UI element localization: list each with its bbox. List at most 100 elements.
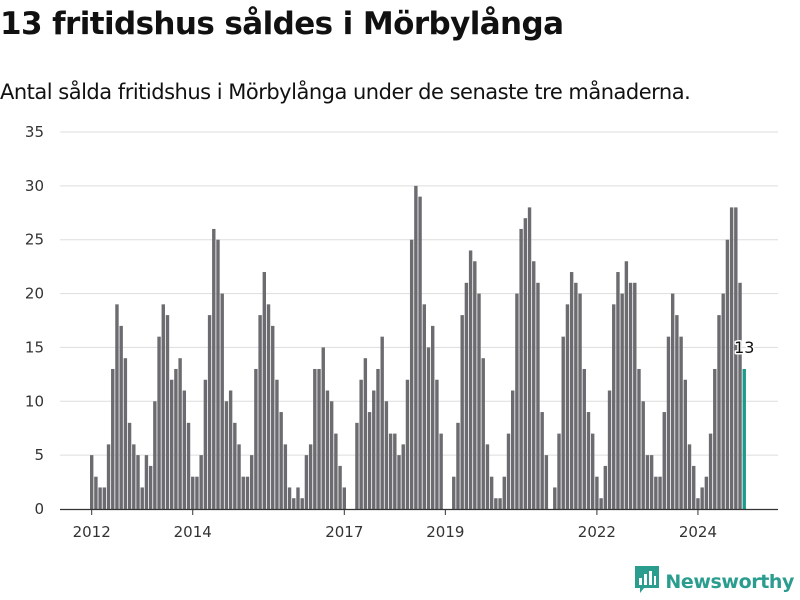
bar [683, 379, 688, 509]
bar [292, 498, 296, 509]
bar [216, 239, 220, 509]
bar [308, 444, 313, 509]
bar [153, 401, 157, 509]
bar [569, 272, 574, 509]
bar [115, 304, 119, 509]
bar [304, 455, 309, 509]
bar [228, 390, 233, 509]
x-tick-label: 2019 [426, 523, 464, 541]
bar [431, 325, 435, 509]
bar [713, 368, 717, 509]
bar [376, 368, 380, 509]
bar [418, 196, 422, 509]
bar [603, 465, 608, 509]
bar [334, 433, 338, 509]
bar [460, 315, 464, 509]
bar [157, 336, 161, 509]
x-tick-label: 2012 [73, 523, 111, 541]
bar [405, 379, 410, 509]
bar [422, 304, 426, 509]
bar [578, 293, 582, 509]
bar [456, 422, 460, 509]
bars [90, 185, 746, 509]
x-axis-ticks: 2012 2014 2017 2019 2022 2024 [73, 509, 717, 541]
bar [553, 487, 557, 509]
y-tick-label: 25 [25, 231, 44, 249]
bar [595, 476, 599, 509]
bar [502, 476, 506, 509]
bar [426, 347, 431, 509]
bar [254, 368, 258, 509]
bar [498, 498, 502, 509]
bar [561, 336, 565, 509]
bar [161, 304, 165, 509]
bar [258, 315, 262, 509]
bar [165, 315, 170, 509]
bar [515, 293, 519, 509]
bar [380, 336, 384, 509]
bar [233, 422, 237, 509]
y-tick-label: 35 [25, 123, 44, 141]
bar [607, 390, 612, 509]
bar [612, 304, 616, 509]
bar [700, 487, 704, 509]
bar [296, 487, 300, 509]
bar [590, 433, 595, 509]
bar [662, 412, 666, 509]
chart-title: 13 fritidshus såldes i Mörbylånga [0, 6, 564, 42]
bar [220, 293, 224, 509]
bar [540, 412, 544, 509]
bar [473, 261, 477, 509]
bar [224, 401, 229, 509]
bar [94, 476, 98, 509]
bar [329, 401, 334, 509]
bar [675, 315, 679, 509]
bar [355, 422, 359, 509]
bar [637, 368, 641, 509]
bar [435, 379, 439, 509]
bar [199, 455, 203, 509]
bar [182, 390, 187, 509]
bar [628, 282, 633, 509]
bar [111, 368, 115, 509]
y-tick-label: 0 [34, 500, 44, 518]
bar [717, 315, 721, 509]
bar [275, 379, 279, 509]
bar [203, 379, 208, 509]
bar [397, 455, 401, 509]
bar [106, 444, 111, 509]
bar [414, 185, 418, 509]
bar [363, 358, 368, 509]
bar [409, 239, 414, 509]
y-tick-label: 15 [25, 338, 44, 356]
bar [729, 207, 734, 509]
bar [325, 390, 330, 509]
y-tick-label: 30 [25, 177, 44, 195]
bar [620, 293, 624, 509]
bar [237, 444, 241, 509]
bar [586, 412, 591, 509]
bar [725, 239, 730, 509]
bar [544, 455, 549, 509]
annotations: 13 [733, 336, 756, 358]
bar [338, 465, 342, 509]
bar [734, 207, 738, 509]
bar [207, 315, 212, 509]
bar [367, 412, 372, 509]
bar [90, 455, 94, 509]
bar [687, 444, 692, 509]
x-tick-label: 2017 [325, 523, 363, 541]
chart-subtitle: Antal sålda fritidshus i Mörbylånga unde… [0, 80, 691, 104]
bar [241, 476, 245, 509]
bar [359, 379, 363, 509]
bar [287, 487, 292, 509]
bar [127, 422, 132, 509]
bar [123, 358, 128, 509]
bar [536, 282, 540, 509]
bar [738, 282, 742, 509]
value-label: 13 [734, 338, 754, 357]
bar [658, 476, 662, 509]
bar [599, 498, 603, 509]
x-tick-label: 2024 [679, 523, 717, 541]
